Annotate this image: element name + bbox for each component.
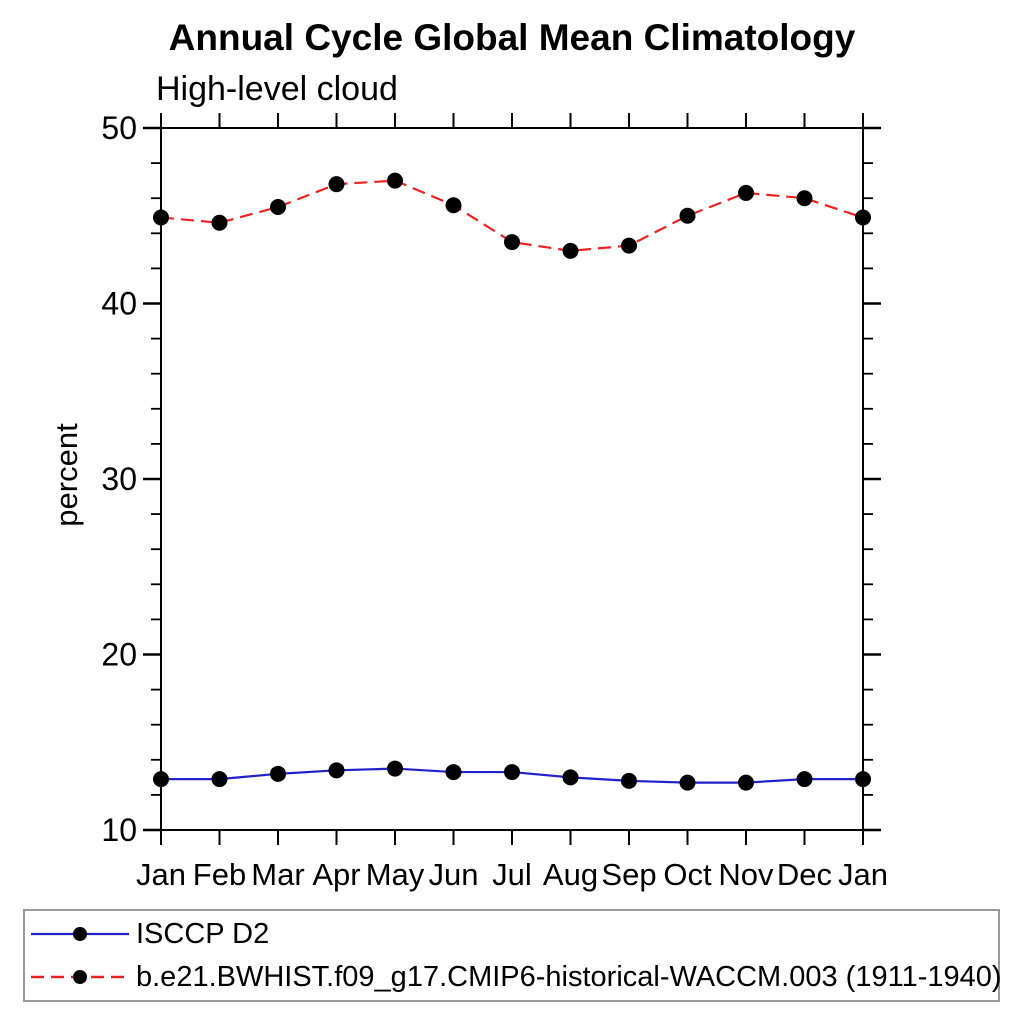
data-point-marker xyxy=(445,764,462,781)
y-tick-label: 20 xyxy=(101,637,137,673)
x-tick-label: Jun xyxy=(429,857,479,892)
chart-title: Annual Cycle Global Mean Climatology xyxy=(168,17,856,58)
data-point-marker xyxy=(211,771,228,788)
data-point-marker xyxy=(270,198,286,215)
data-point-marker xyxy=(679,207,696,224)
data-point-marker xyxy=(153,209,169,226)
legend-sample-series-1 xyxy=(31,970,129,984)
x-tick-label: Oct xyxy=(663,857,712,892)
data-point-marker xyxy=(855,771,871,788)
data-point-marker xyxy=(387,760,403,777)
legend-box: ISCCP D2 b.e21.BWHIST.f09_g17.CMIP6-hist… xyxy=(23,909,1002,1002)
chart-subtitle: High-level cloud xyxy=(156,70,398,108)
data-point-marker xyxy=(328,176,345,193)
data-point-marker xyxy=(796,190,813,207)
data-point-marker xyxy=(621,772,637,789)
y-tick-label: 50 xyxy=(101,110,137,146)
data-point-marker xyxy=(504,764,520,781)
data-point-marker xyxy=(621,237,637,254)
data-point-marker xyxy=(211,214,228,231)
plot-frame xyxy=(160,127,864,831)
data-point-marker xyxy=(387,172,403,189)
y-tick-label: 40 xyxy=(101,286,137,322)
x-tick-label: Apr xyxy=(312,857,360,892)
legend-item: ISCCP D2 xyxy=(28,913,998,956)
x-tick-label: Jul xyxy=(492,857,532,892)
legend-item: b.e21.BWHIST.f09_g17.CMIP6-historical-WA… xyxy=(28,956,1002,999)
data-point-marker xyxy=(328,762,345,779)
legend-marker-icon xyxy=(73,927,87,941)
x-tick-label: Jan xyxy=(838,857,888,892)
x-tick-label: Aug xyxy=(543,857,598,892)
x-tick-label: Nov xyxy=(718,857,774,892)
data-point-marker xyxy=(855,209,871,226)
y-tick-label: 30 xyxy=(101,461,137,497)
data-point-marker xyxy=(796,771,813,788)
data-point-marker xyxy=(562,769,579,786)
data-point-marker xyxy=(153,771,169,788)
legend-label: ISCCP D2 xyxy=(136,917,270,950)
data-point-marker xyxy=(504,234,520,251)
legend-sample-series-0 xyxy=(31,927,129,941)
data-point-marker xyxy=(679,774,696,791)
y-tick-label: 10 xyxy=(101,812,137,848)
x-tick-label: Feb xyxy=(193,857,246,892)
x-tick-label: May xyxy=(366,857,425,892)
x-tick-label: Dec xyxy=(777,857,832,892)
x-tick-label: Jan xyxy=(136,857,186,892)
data-point-marker xyxy=(738,774,754,791)
data-point-marker xyxy=(445,197,462,214)
legend-marker-icon xyxy=(73,970,87,984)
data-point-marker xyxy=(738,184,754,201)
data-point-marker xyxy=(562,242,579,259)
data-point-marker xyxy=(270,765,286,782)
x-tick-label: Mar xyxy=(251,857,304,892)
legend-label: b.e21.BWHIST.f09_g17.CMIP6-historical-WA… xyxy=(136,960,1002,993)
x-tick-label: Sep xyxy=(601,857,656,892)
